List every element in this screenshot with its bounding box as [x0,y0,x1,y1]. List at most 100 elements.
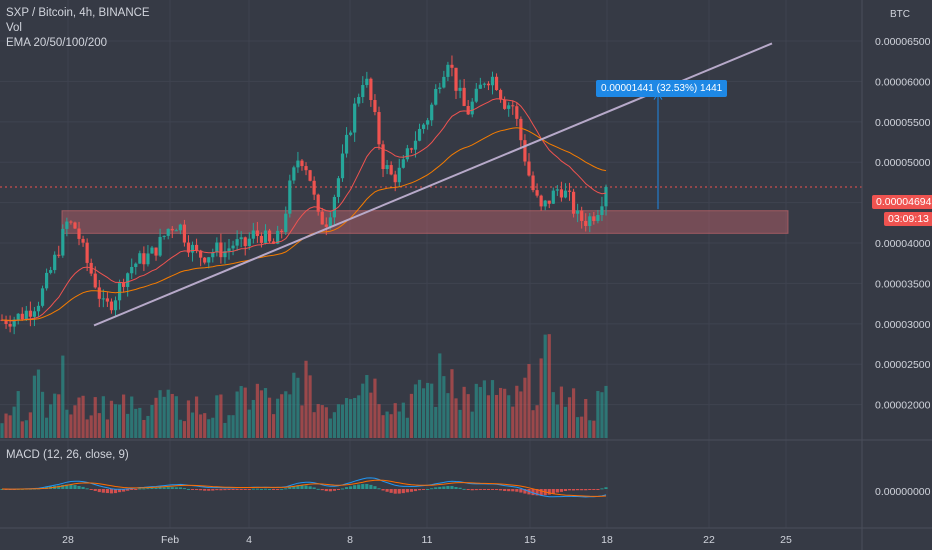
macd-histogram-bar [511,489,515,492]
volume-bar [462,386,466,438]
macd-histogram-bar [494,489,499,490]
candle-body [101,298,105,300]
candle-body [199,250,203,258]
candle-body [20,313,24,320]
candle-body [576,210,580,214]
candle-body [357,97,361,104]
macd-legend[interactable]: MACD (12, 26, close, 9) [6,449,129,461]
macd-histogram-bar [349,486,353,489]
measure-label[interactable]: 0.00001441 (32.53%) 1441 [596,80,728,97]
candlesticks[interactable] [0,55,608,335]
candle-body [584,220,588,226]
macd-histogram-bar [126,489,130,491]
macd-histogram-bar [377,488,381,490]
candle-body [308,170,312,181]
vol-legend[interactable]: Vol [6,22,22,34]
candle-body [555,189,559,191]
macd-histogram-bar [117,489,122,493]
macd-histogram-bar [101,489,105,493]
candle-body [53,254,57,271]
macd-histogram-bar [251,488,255,490]
candle-body [535,190,539,196]
volume-bar [559,386,564,438]
volume-bar [426,382,430,438]
candle-body [259,235,264,243]
volume-bar [81,395,85,438]
macd-histogram-bar [267,488,272,490]
volume-bar [308,375,312,438]
candle-body [543,200,547,207]
volume-bar [434,406,438,438]
volume-bar [328,418,332,438]
volume-bar [259,390,264,438]
macd-histogram-bar [584,489,588,491]
volume-bar [349,399,353,438]
volume-bar [89,415,93,438]
macd-histogram-bar [231,489,235,490]
volume-bar [284,391,288,438]
volume-bar [93,397,97,438]
volume-bar [227,415,231,438]
macd-histogram-bar [559,489,564,492]
candle-body [158,236,162,256]
macd-histogram-bar [332,489,337,491]
candle-body [4,319,8,324]
macd-histogram-bar [454,487,458,489]
y-tick-label: 0.00002500 [875,359,931,371]
support-zone[interactable] [61,210,789,234]
measure-tool[interactable] [653,92,663,210]
macd-histogram-bar [515,489,519,492]
macd-histogram-bar [507,489,511,492]
candle-body [247,238,251,247]
volume-bar [409,393,414,438]
ema-legend[interactable]: EMA 20/50/100/200 [6,37,108,49]
volume-bar [486,395,491,438]
macd-histogram-bar [340,488,345,490]
volume-bar [405,417,409,438]
volume-bar [215,395,219,438]
macd-histogram-bar [113,489,118,494]
volume-bar [235,391,239,438]
macd-line [1,477,607,498]
macd-histogram-bar [486,489,491,490]
macd-histogram-bar [85,488,89,490]
macd-histogram-bar [353,485,357,489]
candle-body [430,104,434,121]
volume-bar [194,396,199,438]
volume-bar [430,383,434,438]
volume-bar [150,404,154,438]
volume-bar [369,392,373,438]
volume-bar [584,399,588,438]
candle-body [531,175,535,191]
volume-bar [186,400,191,438]
candle-body [405,148,409,160]
volume-bar [28,412,32,438]
candle-body [97,287,101,299]
macd-histogram-bar [389,489,393,493]
candle-body [539,195,543,207]
macd-histogram-bar [430,488,434,490]
volume-bar [340,404,345,438]
volume-bar [511,406,515,438]
volume-bar [324,407,328,438]
candle-body [16,313,20,320]
y-tick-label: 0.00002000 [875,400,931,412]
macd-tick-label: 0.00000000 [875,486,931,498]
candle-body [251,230,255,239]
macd-histogram-bar [417,489,422,491]
volume-bar [190,412,195,438]
candle-body [194,244,199,251]
volume-bar [61,355,65,438]
macd-histogram-bar [89,489,93,490]
volume-bar [77,397,81,438]
candle-body [292,167,296,181]
macd-histogram-bar [519,489,523,493]
macd-histogram-bar [421,489,426,490]
macd-histogram-bar [276,489,280,490]
macd-histogram-bar [158,487,162,489]
macd-histogram-bar [207,489,211,491]
macd-histogram-bar [446,486,450,489]
symbol-title[interactable]: SXP / Bitcoin, 4h, BINANCE [6,7,150,19]
